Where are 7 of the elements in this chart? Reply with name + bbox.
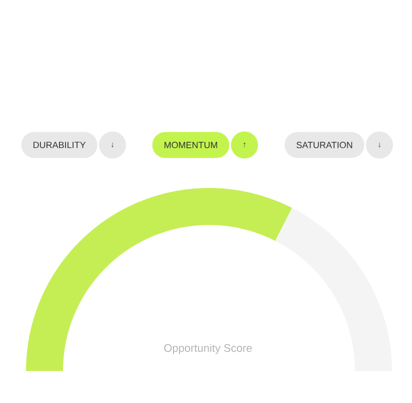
text: ↑	[244, 142, 246, 148]
text: ↓	[112, 142, 114, 148]
text: SATURATION	[296, 142, 352, 148]
text: Opportunity Score	[164, 344, 252, 354]
text: MOMENTUM	[164, 142, 218, 148]
text: ↓	[378, 142, 380, 148]
text: DURABILITY	[34, 142, 86, 148]
